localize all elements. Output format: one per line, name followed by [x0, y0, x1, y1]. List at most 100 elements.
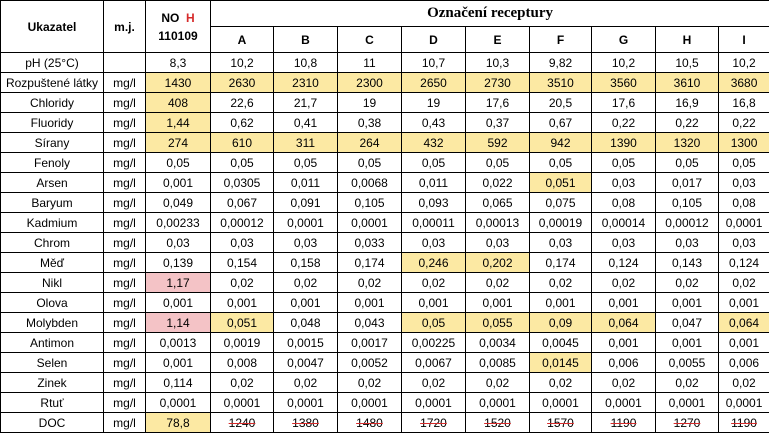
value-cell-f: 0,00019: [529, 212, 592, 233]
value-cell-h: 0,22: [655, 112, 719, 133]
value-cell-a: 0,00012: [210, 212, 274, 233]
unit-cell: mg/l: [103, 272, 146, 293]
value-cell-d: 0,0001: [401, 392, 466, 413]
value-cell-i: 1190: [717, 412, 769, 433]
value-cell-e: 1520: [465, 412, 530, 433]
value-cell-c: 0,02: [337, 372, 402, 393]
value-cell-g: 0,064: [591, 312, 656, 333]
value-cell-g: 0,02: [591, 372, 656, 393]
value-cell-g: 0,001: [591, 292, 656, 313]
unit-cell: mg/l: [103, 412, 146, 433]
value-cell-d: 0,02: [401, 272, 466, 293]
value-cell-f: 0,051: [529, 172, 592, 193]
recipe-header-c: C: [337, 26, 402, 53]
no-value-cell: 408: [145, 92, 211, 113]
value-cell-h: 0,0055: [655, 352, 719, 373]
value-cell-b: 0,0047: [273, 352, 338, 373]
no-value-cell: 0,05: [145, 152, 211, 173]
value-cell-d: 0,00011: [401, 212, 466, 233]
value-cell-g: 0,03: [591, 172, 656, 193]
value-cell-b: 0,41: [273, 112, 338, 133]
value-cell-e: 0,37: [465, 112, 530, 133]
value-cell-b: 0,048: [273, 312, 338, 333]
indicator-name: Olova: [0, 292, 104, 313]
value-cell-i: 16,8: [717, 92, 769, 113]
value-cell-d: 0,001: [401, 292, 466, 313]
value-cell-h: 0,105: [655, 192, 719, 213]
table-row: Nikl mg/l 1,17 0,02 0,02 0,02 0,02 0,02 0,02 0,02…: [0, 272, 769, 293]
indicator-name: Chloridy: [0, 92, 104, 113]
value-cell-d: 0,05: [401, 312, 466, 333]
value-cell-b: 2310: [273, 72, 338, 93]
unit-cell: mg/l: [103, 292, 146, 313]
value-cell-c: 2300: [337, 72, 402, 93]
value-cell-h: 0,03: [655, 232, 719, 253]
indicator-name: Měď: [0, 252, 104, 273]
value-cell-b: 0,091: [273, 192, 338, 213]
value-cell-e: 17,6: [465, 92, 530, 113]
value-cell-a: 0,008: [210, 352, 274, 373]
value-cell-i: 0,22: [717, 112, 769, 133]
value-cell-h: 0,047: [655, 312, 719, 333]
value-cell-h: 0,02: [655, 272, 719, 293]
value-cell-e: 10,3: [465, 52, 530, 73]
unit-cell: mg/l: [103, 192, 146, 213]
indicator-name: Fenoly: [0, 152, 104, 173]
value-cell-i: 0,02: [717, 272, 769, 293]
value-cell-f: 0,02: [529, 272, 592, 293]
value-cell-e: 0,0034: [465, 332, 530, 353]
table-row: Chrom mg/l 0,03 0,03 0,03 0,033 0,03 0,03 0,03 0,…: [0, 232, 769, 253]
value-cell-g: 0,00014: [591, 212, 656, 233]
value-cell-c: 0,174: [337, 252, 402, 273]
indicator-name: Rozpuštené látky: [0, 72, 104, 93]
value-cell-g: 0,22: [591, 112, 656, 133]
table-row: Fenoly mg/l 0,05 0,05 0,05 0,05 0,05 0,05 0,05 0,…: [0, 152, 769, 173]
value-cell-f: 0,03: [529, 232, 592, 253]
value-cell-c: 0,38: [337, 112, 402, 133]
value-cell-i: 1300: [717, 132, 769, 153]
value-cell-e: 0,055: [465, 312, 530, 333]
value-cell-c: 0,0068: [337, 172, 402, 193]
value-cell-f: 0,075: [529, 192, 592, 213]
value-cell-f: 3510: [529, 72, 592, 93]
value-cell-d: 0,05: [401, 152, 466, 173]
no-value-cell: 0,114: [145, 372, 211, 393]
value-cell-i: 0,05: [717, 152, 769, 173]
value-cell-f: 0,174: [529, 252, 592, 273]
value-cell-d: 0,02: [401, 372, 466, 393]
indicator-name: Rtuť: [0, 392, 104, 413]
value-cell-i: 0,03: [717, 172, 769, 193]
value-cell-b: 21,7: [273, 92, 338, 113]
unit-cell: [103, 52, 146, 73]
value-cell-c: 0,0052: [337, 352, 402, 373]
value-cell-a: 610: [210, 132, 274, 153]
value-cell-f: 0,02: [529, 372, 592, 393]
header-no-label: NO: [161, 10, 180, 25]
value-cell-a: 22,6: [210, 92, 274, 113]
table-row: pH (25°C) 8,3 10,2 10,8 11 10,7 10,3 9,82 10,2 10…: [0, 52, 769, 73]
no-value-cell: 78,8: [145, 412, 211, 433]
value-cell-f: 9,82: [529, 52, 592, 73]
value-cell-a: 0,0305: [210, 172, 274, 193]
value-cell-d: 1720: [401, 412, 466, 433]
value-cell-i: 0,0001: [717, 392, 769, 413]
value-cell-e: 0,02: [465, 372, 530, 393]
value-cell-f: 0,0001: [529, 392, 592, 413]
value-cell-a: 10,2: [210, 52, 274, 73]
table-row: Molybden mg/l 1,14 0,051 0,048 0,043 0,05 0,055…: [0, 312, 769, 333]
value-cell-i: 0,001: [717, 332, 769, 353]
no-value-cell: 0,0001: [145, 392, 211, 413]
value-cell-b: 0,0001: [273, 392, 338, 413]
value-cell-c: 0,105: [337, 192, 402, 213]
value-cell-i: 0,006: [717, 352, 769, 373]
value-cell-f: 942: [529, 132, 592, 153]
value-cell-e: 2730: [465, 72, 530, 93]
indicator-name: Nikl: [0, 272, 104, 293]
no-value-cell: 0,001: [145, 352, 211, 373]
unit-cell: mg/l: [103, 252, 146, 273]
value-cell-h: 1270: [655, 412, 719, 433]
value-cell-e: 0,202: [465, 252, 530, 273]
value-cell-i: 0,02: [717, 372, 769, 393]
value-cell-h: 1320: [655, 132, 719, 153]
